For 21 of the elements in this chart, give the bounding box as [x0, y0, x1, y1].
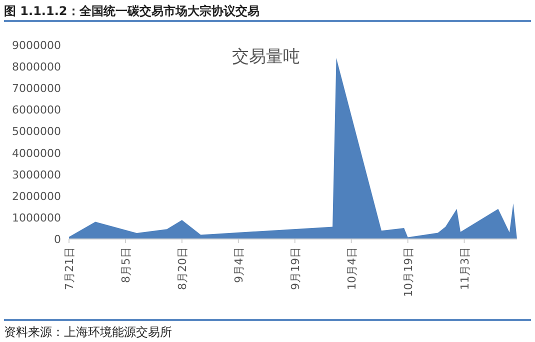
- y-tick-label: 3000000: [12, 168, 61, 182]
- x-tick-label: 9月4日: [232, 247, 246, 283]
- x-tick-label: 7月21日: [63, 247, 76, 290]
- x-tick-label: 8月20日: [176, 247, 189, 290]
- y-tick-label: 7000000: [12, 82, 61, 96]
- chart-subtitle: 交易量吨: [232, 47, 300, 67]
- x-tick-label: 11月3日: [458, 247, 472, 290]
- y-tick-label: 1000000: [12, 211, 61, 224]
- y-tick-label: 9000000: [12, 39, 61, 52]
- x-tick-label: 10月4日: [345, 247, 358, 290]
- text: 资料来源：上海环境能源交易所: [4, 325, 172, 339]
- y-tick-label: 2000000: [12, 190, 61, 203]
- y-tick-label: 4000000: [12, 146, 61, 160]
- x-tick-label: 10月19日: [402, 247, 415, 297]
- y-tick-label: 8000000: [12, 60, 61, 74]
- chart-title: 图 1.1.1.2：全国统一碳交易市场大宗协议交易: [4, 4, 260, 18]
- y-tick-label: 0: [54, 233, 61, 246]
- x-tick-label: 8月5日: [119, 247, 132, 283]
- y-tick-label: 6000000: [12, 104, 61, 117]
- x-tick-label: 9月19日: [288, 247, 302, 290]
- y-tick-label: 5000000: [12, 125, 61, 138]
